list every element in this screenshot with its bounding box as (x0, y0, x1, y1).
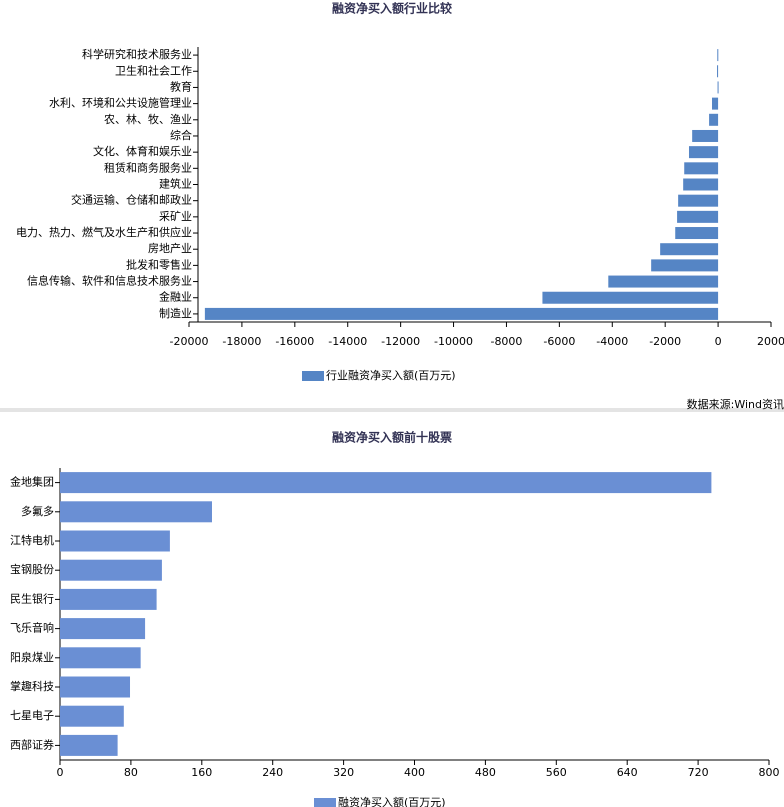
x-tick-label: 2000 (757, 335, 784, 348)
legend-label: 行业融资净买入额(百万元) (326, 368, 456, 382)
y-tick-label: 西部证券 (10, 737, 54, 751)
y-tick-label: 文化、体育和娱乐业 (93, 144, 192, 158)
y-tick-label: 阳泉煤业 (10, 650, 54, 664)
chart-title: 融资净买入额行业比较 (332, 1, 452, 16)
legend-swatch (314, 798, 336, 807)
bar (608, 275, 719, 288)
legend-swatch (302, 371, 324, 381)
bar (677, 210, 719, 223)
y-tick-label: 科学研究和技术服务业 (82, 47, 192, 61)
bar (60, 705, 124, 727)
source-note: 数据来源:Wind资讯 (687, 397, 784, 411)
bar (712, 97, 719, 110)
bar (60, 559, 162, 581)
x-tick-label: -6000 (543, 335, 575, 348)
x-tick-label: -2000 (649, 335, 681, 348)
bar (60, 530, 170, 552)
x-tick-label: 160 (191, 766, 212, 779)
bar (684, 162, 719, 175)
y-tick-label: 七星电子 (10, 709, 54, 722)
x-tick-label: -16000 (275, 335, 314, 348)
x-tick-label: 0 (715, 335, 722, 348)
y-tick-label: 建筑业 (159, 177, 192, 191)
x-tick-label: -8000 (490, 335, 522, 348)
bar (651, 259, 719, 272)
y-tick-label: 江特电机 (10, 533, 54, 547)
y-tick-label: 掌趣科技 (10, 679, 54, 693)
y-tick-label: 信息传输、软件和信息技术服务业 (27, 274, 192, 288)
x-tick-label: -20000 (170, 335, 209, 348)
y-tick-label: 采矿业 (159, 210, 192, 223)
bar (683, 178, 719, 191)
y-tick-label: 制造业 (159, 306, 192, 320)
x-tick-label: 400 (404, 766, 425, 779)
x-tick-label: 240 (262, 766, 283, 779)
bar (660, 243, 719, 256)
bar (717, 65, 719, 78)
bar (688, 146, 719, 159)
x-tick-label: 560 (546, 766, 567, 779)
y-tick-label: 综合 (170, 128, 192, 142)
x-tick-label: -14000 (328, 335, 367, 348)
x-tick-label: 80 (124, 766, 138, 779)
bar (60, 734, 118, 756)
y-tick-label: 租赁和商务服务业 (104, 160, 192, 174)
bar (542, 291, 719, 304)
bar (675, 227, 719, 240)
y-tick-label: 批发和零售业 (126, 257, 192, 271)
x-tick-label: -18000 (222, 335, 261, 348)
bar (60, 472, 712, 494)
bar (204, 307, 719, 320)
bar (60, 647, 141, 669)
y-tick-label: 房地产业 (148, 241, 192, 255)
bar (60, 588, 157, 610)
chart-title: 融资净买入额前十股票 (332, 430, 452, 445)
bar (60, 618, 146, 640)
y-tick-label: 交通运输、仓储和邮政业 (71, 193, 192, 207)
y-tick-label: 教育 (170, 79, 192, 93)
x-tick-label: -4000 (596, 335, 628, 348)
y-tick-label: 金地集团 (10, 475, 54, 489)
bar (709, 113, 719, 126)
y-tick-label: 飞乐音响 (10, 621, 54, 635)
bar (717, 81, 719, 94)
x-tick-label: 800 (759, 766, 780, 779)
y-tick-label: 农、林、牧、渔业 (104, 112, 192, 126)
y-tick-label: 宝钢股份 (10, 562, 54, 576)
bar (678, 194, 719, 207)
y-tick-label: 金融业 (159, 290, 192, 304)
x-tick-label: 480 (475, 766, 496, 779)
separator (0, 408, 784, 412)
y-tick-label: 水利、环境和公共设施管理业 (49, 96, 192, 110)
bar (60, 501, 212, 523)
bar (692, 129, 719, 142)
x-tick-label: 320 (333, 766, 354, 779)
x-tick-label: 640 (617, 766, 638, 779)
y-tick-label: 多氟多 (21, 504, 54, 518)
y-tick-label: 卫生和社会工作 (115, 63, 192, 77)
bar (60, 676, 131, 698)
x-tick-label: -12000 (381, 335, 420, 348)
bar (717, 49, 719, 62)
x-tick-label: 0 (57, 766, 64, 779)
x-tick-label: 720 (688, 766, 709, 779)
legend-label: 融资净买入额(百万元) (338, 795, 446, 807)
y-tick-label: 电力、热力、燃气及水生产和供应业 (16, 225, 192, 239)
x-tick-label: -10000 (434, 335, 473, 348)
y-tick-label: 民生银行 (10, 591, 54, 605)
